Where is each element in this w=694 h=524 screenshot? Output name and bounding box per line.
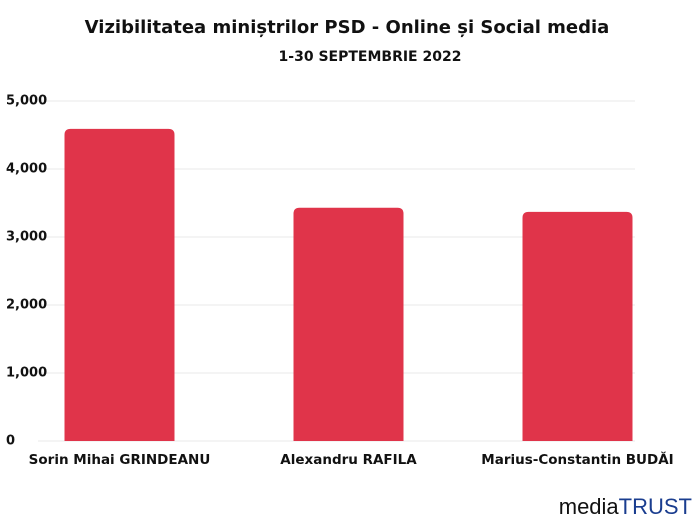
chart-title: Vizibilitatea miniștrilor PSD - Online ș… xyxy=(85,17,610,38)
x-tick-label: Alexandru RAFILA xyxy=(280,452,417,468)
bar xyxy=(522,211,633,441)
y-tick-label: 5,000 xyxy=(6,94,47,109)
logo-suffix: TRUST xyxy=(619,494,692,519)
bar xyxy=(64,128,175,441)
bar xyxy=(293,207,404,441)
y-tick-label: 1,000 xyxy=(6,366,47,381)
y-tick-label: 4,000 xyxy=(6,162,47,177)
x-tick-label: Marius-Constantin BUDĂI xyxy=(481,450,673,468)
y-tick-label: 0 xyxy=(6,434,15,449)
x-tick-label: Sorin Mihai GRINDEANU xyxy=(29,452,211,468)
logo-prefix: media xyxy=(559,494,620,519)
y-tick-label: 3,000 xyxy=(6,230,47,245)
logo: mediaTRUST xyxy=(559,494,692,519)
y-tick-label: 2,000 xyxy=(6,298,47,313)
chart-subtitle: 1-30 SEPTEMBRIE 2022 xyxy=(279,49,462,65)
